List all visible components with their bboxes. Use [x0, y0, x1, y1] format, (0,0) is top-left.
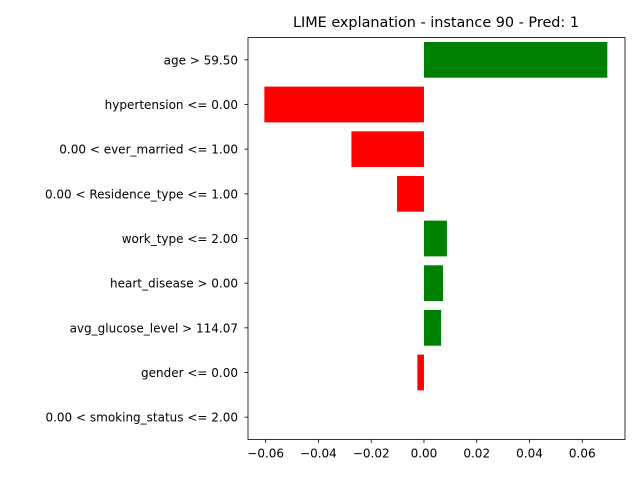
x-tick-label: 0.06 — [569, 447, 596, 461]
x-tick-label: −0.06 — [247, 447, 284, 461]
bar-2 — [351, 131, 424, 168]
x-tick-label: 0.00 — [411, 447, 438, 461]
y-tick-label: gender <= 0.00 — [141, 366, 238, 380]
y-tick-group: age > 59.50 hypertension <= 0.00 0.00 < ev… — [45, 53, 248, 425]
x-tick-label: −0.04 — [300, 447, 337, 461]
bar-6 — [423, 309, 442, 346]
bar-5 — [423, 265, 443, 302]
bar-4 — [423, 220, 447, 257]
y-tick-label: work_type <= 2.00 — [122, 232, 238, 246]
y-tick-label: heart_disease > 0.00 — [110, 277, 238, 291]
y-tick-label: avg_glucose_level > 114.07 — [70, 321, 238, 335]
x-tick-group: −0.06 −0.04 −0.02 0.00 0.02 0.04 0.06 — [247, 439, 596, 461]
bars-group — [264, 41, 608, 391]
bar-3 — [397, 175, 424, 212]
y-tick-label: 0.00 < smoking_status <= 2.00 — [45, 411, 238, 425]
chart-title: LIME explanation - instance 90 - Pred: 1 — [293, 15, 579, 31]
y-tick-label: 0.00 < Residence_type <= 1.00 — [45, 187, 238, 201]
y-tick-label: 0.00 < ever_married <= 1.00 — [59, 143, 238, 157]
bar-0 — [423, 41, 608, 78]
x-tick-label: 0.02 — [463, 447, 490, 461]
x-tick-label: 0.04 — [516, 447, 543, 461]
bar-1 — [264, 86, 424, 123]
plot-frame — [247, 37, 626, 440]
x-tick-label: −0.02 — [353, 447, 390, 461]
y-tick-label: age > 59.50 — [164, 53, 238, 67]
bar-7 — [417, 354, 424, 391]
y-tick-label: hypertension <= 0.00 — [105, 98, 238, 112]
